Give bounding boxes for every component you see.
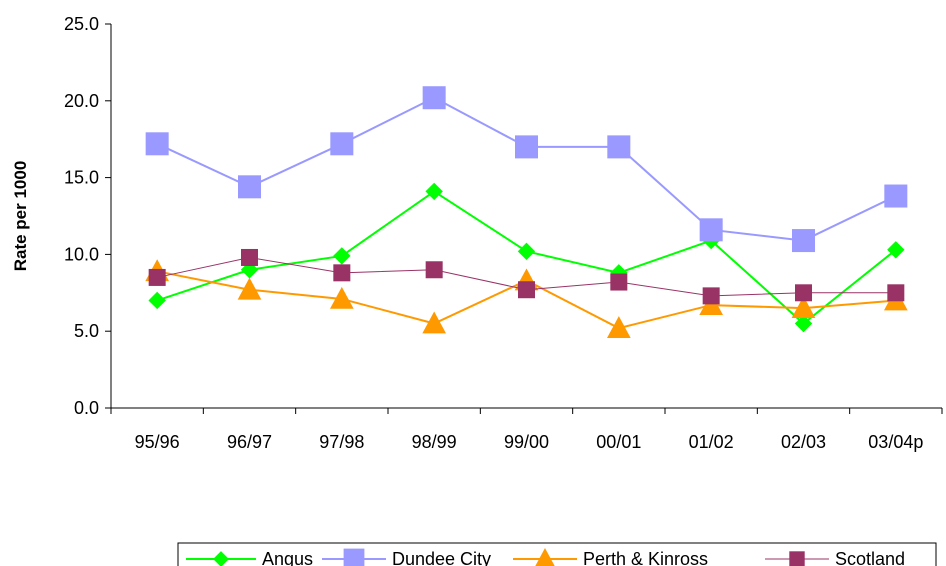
legend-box (177, 542, 937, 566)
legend-marker (343, 548, 365, 566)
x-tick-label: 96/97 (227, 432, 272, 452)
y-tick-label: 20.0 (64, 91, 99, 111)
data-point (699, 218, 723, 242)
y-tick-label: 5.0 (74, 321, 99, 341)
legend-label: Angus (262, 549, 313, 566)
data-point (329, 286, 354, 309)
x-tick-label: 99/00 (504, 432, 549, 452)
data-point (792, 229, 815, 253)
series-scotland (148, 248, 905, 305)
data-point (518, 281, 535, 299)
data-point (515, 135, 538, 159)
data-point (887, 241, 905, 259)
data-point (145, 132, 169, 156)
data-point (241, 248, 258, 266)
x-tick-label: 95/96 (135, 432, 180, 452)
legend-item: Dundee City (322, 548, 491, 566)
x-tick-label: 97/98 (319, 432, 364, 452)
legend-label: Perth & Kinross (583, 549, 708, 566)
data-point (330, 132, 354, 156)
data-point (606, 316, 631, 338)
series-layer (145, 86, 908, 338)
legend-marker (535, 548, 555, 566)
y-tick-label: 15.0 (64, 168, 99, 188)
legend-marker (213, 551, 229, 566)
axes: 0.0 5.0 10.0 15.0 20.0 25.0 95/96 96/97 97/98 98/… (11, 14, 943, 452)
data-point (333, 264, 351, 282)
legend-label: Dundee City (392, 549, 491, 566)
data-point (794, 314, 813, 333)
data-point (148, 268, 166, 286)
y-tick-label: 10.0 (64, 244, 99, 264)
data-point (887, 284, 905, 302)
data-point (237, 277, 262, 300)
data-point (333, 247, 351, 265)
data-point (425, 182, 443, 201)
x-tick-label: 98/99 (412, 432, 457, 452)
legend-marker (789, 551, 805, 566)
series-line (156, 96, 897, 242)
data-point (702, 287, 720, 305)
data-point (422, 311, 447, 334)
data-point (422, 86, 446, 110)
legend: Angus Dundee City Perth & Kinross Scotland (177, 542, 937, 566)
series-angus (148, 182, 905, 333)
series-perth-kinross (145, 259, 908, 338)
data-point (607, 135, 631, 159)
legend-item: Angus (186, 549, 313, 566)
data-point (238, 175, 261, 199)
data-point (425, 261, 443, 279)
x-tick-label: 00/01 (596, 432, 641, 452)
data-point (148, 291, 166, 310)
data-point (884, 184, 908, 208)
legend-item: Perth & Kinross (513, 548, 708, 566)
legend-label: Scotland (835, 549, 905, 566)
y-axis-title: Rate per 1000 (11, 161, 30, 272)
x-tick-label: 03/04p (868, 432, 923, 452)
series-dundee-city (145, 86, 908, 253)
x-tick-label: 01/02 (689, 432, 734, 452)
data-point (791, 296, 816, 319)
data-point (795, 284, 812, 302)
y-tick-label: 0.0 (74, 398, 99, 418)
legend-item: Scotland (765, 549, 905, 566)
x-tick-label: 02/03 (781, 432, 826, 452)
data-point (610, 273, 628, 291)
data-point (517, 242, 536, 261)
y-tick-label: 25.0 (64, 14, 99, 34)
